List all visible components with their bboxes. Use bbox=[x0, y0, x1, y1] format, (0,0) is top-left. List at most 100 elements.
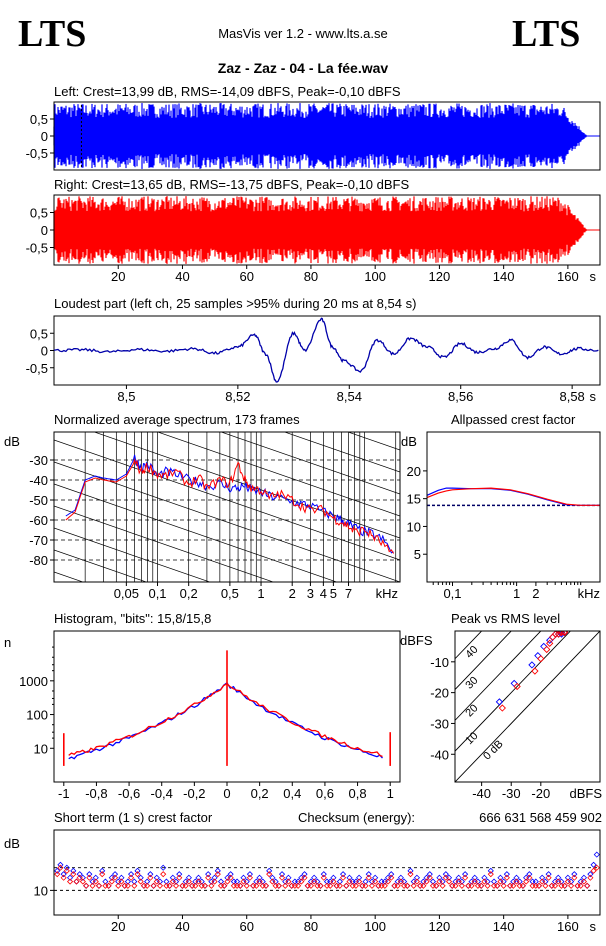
allpass-ytick-label: 15 bbox=[407, 492, 421, 507]
shortterm-point bbox=[551, 882, 559, 889]
shortterm-point bbox=[250, 882, 257, 889]
shortterm-frame bbox=[53, 829, 601, 916]
left-waveform bbox=[53, 103, 600, 169]
shortterm-point bbox=[253, 882, 260, 889]
shortterm-point bbox=[359, 882, 366, 889]
logo-left: LTS bbox=[18, 13, 87, 55]
shortterm-point bbox=[83, 882, 90, 889]
shortterm-point bbox=[372, 878, 379, 885]
peakrms-point bbox=[498, 704, 506, 712]
shortterm-point bbox=[513, 874, 520, 881]
shortterm-point bbox=[121, 882, 128, 889]
shortterm-xtick-label: 80 bbox=[304, 919, 318, 934]
shortterm-point bbox=[539, 874, 546, 881]
shortterm-point bbox=[95, 882, 103, 889]
shortterm-point bbox=[375, 882, 382, 889]
shortterm-point bbox=[211, 874, 218, 881]
shortterm-xtick-label: 140 bbox=[493, 919, 515, 934]
shortterm-point bbox=[462, 871, 469, 878]
shortterm-point bbox=[320, 871, 327, 878]
shortterm-point bbox=[189, 882, 196, 889]
histogram-ytick-label: 10 bbox=[34, 741, 48, 756]
loudest-xtick-label: 8,5 bbox=[117, 389, 135, 404]
shortterm-point bbox=[394, 882, 401, 889]
shortterm-point bbox=[317, 882, 324, 889]
shortterm-point bbox=[346, 874, 353, 881]
shortterm-point bbox=[301, 874, 308, 881]
shortterm-xtick-label: 120 bbox=[429, 919, 451, 934]
allpass-frame bbox=[426, 431, 601, 583]
allpass-xtick-label: 0,1 bbox=[443, 586, 461, 601]
shortterm-point bbox=[510, 882, 517, 889]
right-ytick-label: -0,5 bbox=[26, 241, 48, 256]
shortterm-point bbox=[234, 878, 241, 885]
shortterm-point bbox=[449, 882, 456, 889]
spectrum-slope-line bbox=[54, 527, 211, 582]
shortterm-point bbox=[487, 867, 494, 874]
shortterm-point bbox=[577, 882, 584, 889]
shortterm-point bbox=[192, 882, 199, 889]
peakrms-ytick-label: -10 bbox=[430, 655, 449, 670]
loudest-xtick-label: 8,54 bbox=[337, 389, 362, 404]
histogram-xtick-label: 1 bbox=[387, 786, 394, 801]
shortterm-point bbox=[115, 882, 122, 889]
peakrms-xtick-label: -20 bbox=[531, 786, 550, 801]
shortterm-point bbox=[189, 882, 196, 889]
shortterm-point bbox=[359, 882, 366, 889]
shortterm-point bbox=[160, 871, 167, 878]
allpass-title: Allpassed crest factor bbox=[451, 412, 576, 427]
shortterm-point bbox=[564, 874, 571, 881]
shortterm-point bbox=[221, 882, 228, 889]
shortterm-point bbox=[269, 874, 276, 881]
spectrum-xtick-label: 7 bbox=[345, 586, 352, 601]
shortterm-point bbox=[86, 871, 93, 878]
spectrum-xtick-label: 0,05 bbox=[114, 586, 139, 601]
shortterm-point bbox=[99, 871, 106, 878]
right-title: Right: Crest=13,65 dB, RMS=-13,75 dBFS, … bbox=[54, 177, 409, 192]
shortterm-point bbox=[426, 874, 433, 881]
spectrum-ytick-label: -30 bbox=[29, 453, 48, 468]
loudest-ytick-label: -0,5 bbox=[26, 361, 48, 376]
allpass-xtick-label: 1 bbox=[513, 586, 520, 601]
shortterm-xtick-label: 160 bbox=[557, 919, 579, 934]
shortterm-point bbox=[179, 882, 186, 889]
shortterm-xtick-label: 40 bbox=[175, 919, 189, 934]
shortterm-point bbox=[70, 867, 77, 874]
shortterm-point bbox=[580, 878, 588, 885]
shortterm-point bbox=[526, 871, 533, 878]
spectrum-xunit: kHz bbox=[376, 586, 398, 601]
histogram-xtick-label: 0,4 bbox=[283, 786, 301, 801]
shortterm-point bbox=[304, 882, 311, 889]
shortterm-point bbox=[497, 878, 504, 885]
shortterm-point bbox=[227, 874, 234, 881]
shortterm-point bbox=[462, 874, 469, 881]
shortterm-point bbox=[587, 874, 594, 881]
shortterm-point bbox=[494, 882, 501, 889]
shortterm-point bbox=[426, 871, 433, 878]
shortterm-point bbox=[214, 867, 221, 874]
spectrum-slope-line bbox=[283, 432, 400, 473]
shortterm-title: Short term (1 s) crest factor bbox=[54, 810, 213, 825]
spectrum-slope-line bbox=[54, 461, 400, 582]
shortterm-point bbox=[388, 871, 395, 878]
shortterm-point bbox=[339, 874, 347, 881]
shortterm-point bbox=[160, 864, 167, 871]
histogram-xtick-label: 0,8 bbox=[349, 786, 367, 801]
peakrms-diagonal-label: 30 bbox=[463, 675, 480, 692]
shortterm-point bbox=[304, 882, 311, 889]
shortterm-point bbox=[298, 878, 305, 885]
shortterm-point bbox=[555, 874, 562, 881]
peakrms-ytick-label: -40 bbox=[430, 747, 449, 762]
shortterm-point bbox=[124, 878, 131, 885]
shortterm-point bbox=[156, 882, 164, 889]
loudest-line bbox=[53, 317, 599, 383]
shortterm-point bbox=[76, 874, 83, 881]
shortterm-point bbox=[92, 878, 99, 885]
shortterm-point bbox=[275, 882, 282, 889]
spectrum-xtick-label: 2 bbox=[289, 586, 296, 601]
shortterm-point bbox=[362, 882, 369, 889]
shortterm-point bbox=[317, 882, 324, 889]
logo-right: LTS bbox=[512, 13, 581, 55]
shortterm-point bbox=[128, 871, 135, 878]
shortterm-point bbox=[571, 874, 578, 881]
